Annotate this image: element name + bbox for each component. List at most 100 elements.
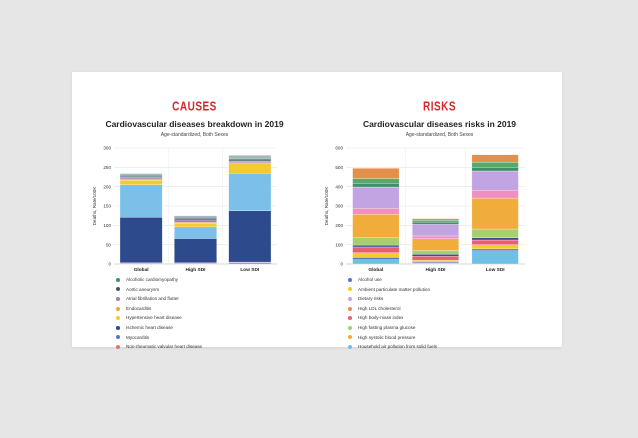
bar-segment bbox=[174, 219, 217, 223]
y-tick-label: 100 bbox=[335, 242, 343, 247]
bar-segment bbox=[174, 222, 217, 224]
bar-segment bbox=[228, 155, 272, 159]
legend-item: Non-rheumatic valvular heart disease bbox=[116, 342, 202, 352]
bar-segment bbox=[228, 210, 272, 263]
bar-segment bbox=[471, 170, 519, 191]
bar-segment bbox=[174, 217, 217, 219]
legend-swatch bbox=[348, 287, 352, 292]
legend-swatch bbox=[116, 296, 120, 301]
legend-label: High body-mass index bbox=[358, 315, 404, 321]
bar-segment bbox=[412, 250, 459, 255]
x-tick-label: Low SDI bbox=[240, 267, 260, 272]
risks-panel: RISKS Cardiovascular diseases risks in 2… bbox=[317, 72, 562, 349]
bar-segment bbox=[352, 213, 400, 238]
y-tick-label: 200 bbox=[335, 223, 343, 228]
legend-swatch bbox=[116, 306, 120, 311]
bar-segment bbox=[228, 160, 272, 163]
legend-swatch bbox=[348, 277, 352, 282]
y-axis-label: Deaths, Rate/100K bbox=[324, 186, 329, 226]
risks-chart: 0 100 200 300 400 500 600 Deaths, Rate/100K Glob… bbox=[324, 146, 525, 272]
y-tick-label: 300 bbox=[103, 146, 111, 151]
bar-segment bbox=[471, 239, 519, 245]
legend-item: Atrial fibrillation and flutter bbox=[116, 294, 202, 304]
bar-segment bbox=[412, 224, 459, 237]
bar-segment bbox=[119, 179, 163, 185]
bar-segment bbox=[352, 237, 400, 246]
bar-segment bbox=[352, 246, 400, 253]
causes-chart: 0 50 100 150 200 250 300 Deaths, Rate/100K Globa… bbox=[92, 146, 277, 272]
legend-item: Household air pollution from solid fuels bbox=[348, 342, 437, 352]
x-tick-label: High SDI bbox=[426, 267, 447, 272]
bar-segment bbox=[412, 221, 459, 225]
legend-label: Household air pollution from solid fuels bbox=[358, 344, 437, 350]
legend-label: Alcoholic cardiomyopathy bbox=[126, 277, 179, 282]
legend-swatch bbox=[116, 335, 120, 340]
legend-label: Alcohol use bbox=[358, 277, 382, 282]
section-title: RISKS bbox=[422, 100, 457, 115]
bar-segment bbox=[471, 190, 519, 199]
chart-title: Cardiovascular diseases breakdown in 201… bbox=[105, 119, 284, 129]
bar-segment bbox=[119, 176, 163, 178]
legend-item: Aortic aneurysm bbox=[116, 285, 202, 295]
risks-legend: Alcohol use Ambient particulate matter po… bbox=[348, 275, 437, 352]
legend-item: Alcohol use bbox=[348, 275, 437, 285]
legend-swatch bbox=[348, 296, 352, 301]
legend-swatch bbox=[348, 316, 352, 321]
bar-segment bbox=[228, 159, 272, 162]
causes-panel: CAUSES Cardiovascular diseases breakdown… bbox=[72, 72, 317, 350]
bar-segment bbox=[412, 219, 459, 223]
x-tick-label: High SDI bbox=[186, 267, 207, 272]
legend-label: Ambient particulate matter pollution bbox=[358, 286, 431, 292]
bar-segment bbox=[471, 228, 519, 238]
legend-label: Aortic aneurysm bbox=[126, 286, 160, 292]
bar-segment bbox=[471, 161, 519, 168]
bar-segment bbox=[228, 262, 272, 265]
bar-segment bbox=[412, 261, 459, 264]
legend-item: Ischemic heart disease bbox=[116, 323, 202, 333]
bar-segment bbox=[352, 257, 400, 260]
bar-segment bbox=[352, 252, 400, 258]
bar-segment bbox=[471, 248, 519, 252]
y-tick-label: 100 bbox=[103, 223, 111, 228]
bar-segment bbox=[352, 259, 400, 265]
legend-swatch bbox=[348, 306, 352, 311]
legend-label: Endocarditis bbox=[126, 305, 152, 311]
causes-legend: Alcoholic cardiomyopathy Aortic aneurysm A… bbox=[116, 275, 202, 352]
legend-item: Ambient particulate matter pollution bbox=[348, 285, 437, 295]
legend-label: Hypertensive heart disease bbox=[126, 315, 182, 321]
bar-segment bbox=[471, 250, 519, 265]
legend-item: High systolic blood pressure bbox=[348, 333, 437, 343]
bar-segment bbox=[174, 226, 217, 239]
x-tick-label: Global bbox=[134, 267, 149, 272]
legend-swatch bbox=[348, 325, 352, 330]
bar-segment bbox=[119, 184, 163, 218]
bar-segment bbox=[119, 217, 163, 263]
section-title: CAUSES bbox=[172, 100, 217, 115]
bar-segment bbox=[228, 158, 272, 161]
legend-swatch bbox=[348, 344, 352, 349]
legend-label: Atrial fibrillation and flutter bbox=[126, 296, 179, 302]
legend-swatch bbox=[116, 344, 120, 349]
y-tick-label: 200 bbox=[103, 184, 111, 189]
legend-swatch bbox=[116, 316, 120, 321]
bar-segment bbox=[228, 172, 272, 211]
bar-segment bbox=[228, 163, 272, 174]
y-tick-label: 0 bbox=[108, 262, 111, 267]
legend-item: Myocarditis bbox=[116, 333, 202, 343]
bar-segment bbox=[412, 238, 459, 251]
legend-label: High LDL cholesterol bbox=[358, 305, 401, 311]
legend-item: Alcoholic cardiomyopathy bbox=[116, 275, 202, 285]
y-tick-label: 150 bbox=[103, 204, 111, 209]
legend-swatch bbox=[348, 335, 352, 340]
bar-segment bbox=[352, 244, 400, 248]
bar-segment bbox=[471, 197, 519, 230]
bar-segment bbox=[119, 178, 163, 181]
bar-segment bbox=[352, 183, 400, 188]
bar-segment bbox=[412, 259, 459, 263]
chart-subtitle: Age-standardized, Both Sexes bbox=[160, 132, 229, 138]
bar-segment bbox=[119, 177, 163, 180]
chart-subtitle: Age-standardized, Both Sexes bbox=[405, 132, 474, 138]
legend-label: Dietary risks bbox=[358, 296, 384, 302]
bar-segment bbox=[174, 223, 217, 228]
bar-segment bbox=[412, 256, 459, 261]
